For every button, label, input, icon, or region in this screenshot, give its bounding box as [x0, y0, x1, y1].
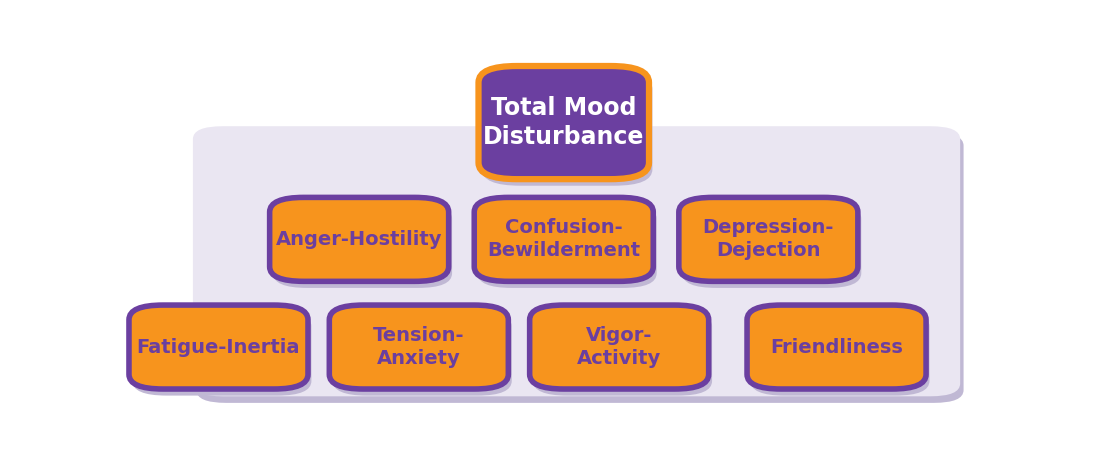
FancyBboxPatch shape [332, 311, 512, 396]
FancyBboxPatch shape [474, 197, 653, 282]
Text: Vigor-
Activity: Vigor- Activity [578, 326, 661, 368]
FancyBboxPatch shape [329, 305, 508, 389]
Text: Fatigue-Inertia: Fatigue-Inertia [136, 337, 300, 356]
Text: Depression-
Dejection: Depression- Dejection [703, 219, 834, 260]
FancyBboxPatch shape [196, 133, 964, 403]
FancyBboxPatch shape [129, 305, 308, 389]
FancyBboxPatch shape [534, 311, 712, 396]
Text: Friendliness: Friendliness [770, 337, 903, 356]
FancyBboxPatch shape [273, 204, 452, 288]
FancyBboxPatch shape [478, 66, 649, 179]
Text: Tension-
Anxiety: Tension- Anxiety [373, 326, 464, 368]
FancyBboxPatch shape [482, 73, 652, 186]
Text: Confusion-
Bewilderment: Confusion- Bewilderment [487, 219, 640, 260]
FancyBboxPatch shape [530, 305, 708, 389]
FancyBboxPatch shape [750, 311, 930, 396]
FancyBboxPatch shape [132, 311, 311, 396]
Text: Anger-Hostility: Anger-Hostility [276, 230, 442, 249]
FancyBboxPatch shape [270, 197, 449, 282]
FancyBboxPatch shape [679, 197, 858, 282]
FancyBboxPatch shape [192, 126, 960, 396]
FancyBboxPatch shape [477, 204, 657, 288]
Text: Total Mood
Disturbance: Total Mood Disturbance [483, 96, 645, 149]
FancyBboxPatch shape [682, 204, 861, 288]
FancyBboxPatch shape [747, 305, 926, 389]
